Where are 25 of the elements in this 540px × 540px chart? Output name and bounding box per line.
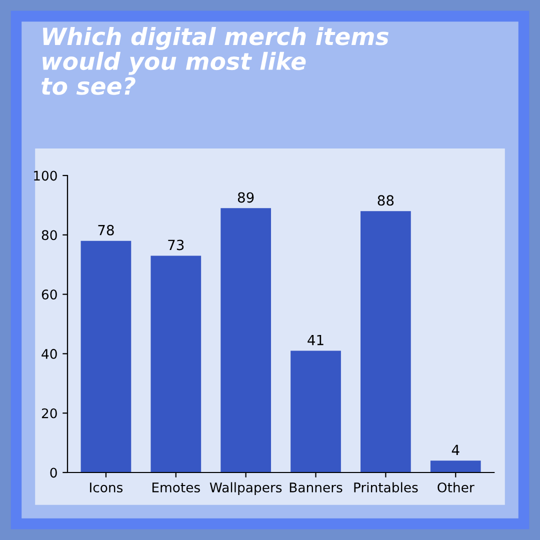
- data-label: 88: [378, 195, 394, 206]
- data-label: 89: [238, 192, 254, 203]
- chart-title: Which digital merch items would you most like to see?: [42, 27, 388, 95]
- x-tick-label: Icons: [90, 482, 123, 492]
- y-tick-label: 40: [42, 348, 57, 359]
- y-tick-label: 100: [34, 170, 57, 181]
- data-label: 41: [308, 334, 324, 346]
- bar: [150, 256, 202, 472]
- bar: [430, 460, 481, 472]
- bar: [360, 211, 411, 472]
- data-label: 73: [168, 240, 184, 250]
- x-tick-label: Emotes: [152, 482, 200, 492]
- x-tick-label: Other: [438, 482, 474, 492]
- data-label: 78: [98, 224, 114, 236]
- y-tick-label: 0: [50, 468, 57, 478]
- bar: [220, 208, 272, 472]
- x-tick-label: Printables: [354, 482, 418, 492]
- bar: [80, 240, 132, 472]
- y-tick-label: 60: [42, 290, 57, 300]
- x-tick-label: Wallpapers: [210, 482, 282, 495]
- y-tick-label: 20: [42, 408, 57, 418]
- y-tick-label: 80: [42, 230, 57, 240]
- bar: [290, 350, 341, 472]
- x-tick-label: Banners: [290, 482, 342, 492]
- data-label: 4: [452, 444, 460, 455]
